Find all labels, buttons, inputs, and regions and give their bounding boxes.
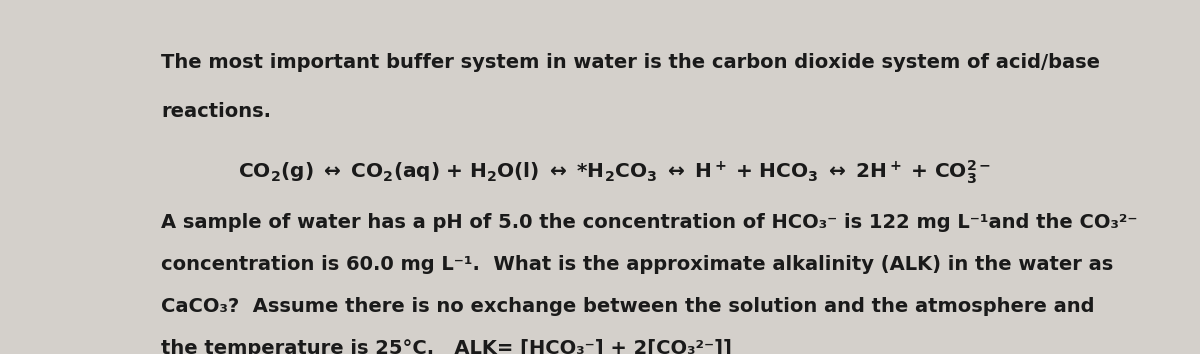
Text: the temperature is 25°C.   ALK= [HCO₃⁻] + 2[CO₃²⁻]]: the temperature is 25°C. ALK= [HCO₃⁻] + … bbox=[161, 339, 732, 354]
Text: concentration is 60.0 mg L⁻¹.  What is the approximate alkalinity (ALK) in the w: concentration is 60.0 mg L⁻¹. What is th… bbox=[161, 255, 1114, 274]
Text: $\mathbf{CO_2(g)}$ $\mathbf{\leftrightarrow}$ $\mathbf{CO_2(aq)}$ $\mathbf{+}$ $: $\mathbf{CO_2(g)}$ $\mathbf{\leftrightar… bbox=[239, 158, 991, 186]
Text: A sample of water has a pH of 5.0 the concentration of HCO₃⁻ is 122 mg L⁻¹and th: A sample of water has a pH of 5.0 the co… bbox=[161, 213, 1138, 232]
Text: The most important buffer system in water is the carbon dioxide system of acid/b: The most important buffer system in wate… bbox=[161, 53, 1100, 72]
Text: CaCO₃?  Assume there is no exchange between the solution and the atmosphere and: CaCO₃? Assume there is no exchange betwe… bbox=[161, 297, 1094, 316]
Text: reactions.: reactions. bbox=[161, 102, 271, 121]
